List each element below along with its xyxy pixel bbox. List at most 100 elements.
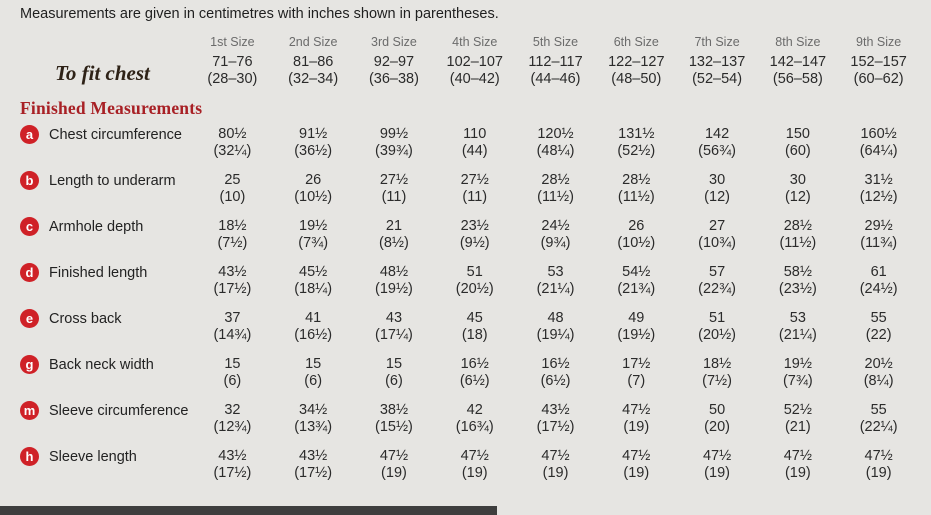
cm-value: 31½ <box>864 172 893 188</box>
measurement-cell: 132–137 (52–54) <box>677 54 758 88</box>
measurement-cell: 102–107 (40–42) <box>434 54 515 88</box>
inch-value: (19) <box>865 465 892 481</box>
cm-value: 120½ <box>537 126 574 142</box>
measurement-cell: 43 (17¼) <box>354 310 435 344</box>
measurement-name: Length to underarm <box>49 172 176 189</box>
measurement-cell: 99½ (39¾) <box>354 126 435 160</box>
size-column-header: 2nd Size <box>288 35 338 49</box>
cm-value: 57 <box>709 264 726 280</box>
inch-value: (22) <box>865 327 892 343</box>
inch-value: (22¾) <box>698 281 737 297</box>
measurement-cell: 142 (56¾) <box>677 126 758 160</box>
measurement-cell: 58½ (23½) <box>757 264 838 298</box>
measurement-name: Sleeve circumference <box>49 402 189 419</box>
inch-value: (12¾) <box>213 419 252 435</box>
inch-value: (36–38) <box>368 71 419 87</box>
measurement-row-e: e Cross back 37 (14¾) 41 (16½) 43 (17¼) 45 (18) 48… <box>0 309 931 344</box>
inch-value: (28–30) <box>207 71 258 87</box>
cm-value: 19½ <box>299 218 328 234</box>
cm-value: 43½ <box>218 264 247 280</box>
inch-value: (11½) <box>537 189 574 205</box>
cm-value: 47½ <box>702 448 732 464</box>
cm-value: 92–97 <box>373 54 415 70</box>
letter-badge-d: d <box>20 263 39 282</box>
inch-value: (11½) <box>779 235 817 251</box>
cm-value: 21 <box>385 218 403 234</box>
inch-value: (18) <box>461 327 488 343</box>
inch-value: (7¾) <box>298 235 329 251</box>
measurement-name: Back neck width <box>49 356 154 373</box>
row-label: m Sleeve circumference <box>0 401 192 420</box>
cm-value: 160½ <box>860 126 897 142</box>
measurement-cell: 45½ (18¼) <box>273 264 354 298</box>
measurement-row-d: d Finished length 43½ (17½) 45½ (18¼) 48½ (19½)… <box>0 263 931 298</box>
inch-value: (11) <box>462 189 488 205</box>
row-label: b Length to underarm <box>0 171 192 190</box>
inch-value: (11¾) <box>860 235 898 251</box>
inch-value: (7¾) <box>782 373 813 389</box>
inch-value: (21¼) <box>778 327 817 343</box>
measurement-cell: 50 (20) <box>677 402 758 436</box>
row-label: d Finished length <box>0 263 192 282</box>
inch-value: (10½) <box>294 189 333 205</box>
inch-value: (32¼) <box>213 143 252 159</box>
inch-value: (7½) <box>217 235 248 251</box>
size-column-header: 9th Size <box>856 35 902 49</box>
letter-badge-m: m <box>20 401 39 420</box>
cm-value: 142–147 <box>769 54 827 70</box>
inch-value: (7½) <box>702 373 732 389</box>
inch-value: (52–54) <box>692 71 743 87</box>
inch-value: (16¾) <box>455 419 494 435</box>
measurement-cell: 17½ (7) <box>596 356 677 390</box>
measurement-cell: 31½ (12½) <box>838 172 919 206</box>
inch-value: (19) <box>381 465 407 481</box>
cm-value: 15 <box>305 356 322 372</box>
measurement-name: Sleeve length <box>49 448 137 465</box>
inch-value: (32–34) <box>288 71 339 87</box>
measurement-values: 18½ (7½) 19½ (7¾) 21 (8½) 23½ (9½) 24½ (9¾) 26 (10½… <box>192 218 931 252</box>
bottom-dark-bar <box>0 506 497 515</box>
measurement-cell: 34½ (13¾) <box>273 402 354 436</box>
measurement-cell: 47½ (19) <box>354 448 435 482</box>
inch-value: (19) <box>623 419 650 435</box>
cm-value: 17½ <box>622 356 651 372</box>
inch-value: (9½) <box>459 235 490 251</box>
measurement-cell: 15 (6) <box>273 356 354 390</box>
inch-value: (12) <box>704 189 730 205</box>
measurement-cell: 15 (6) <box>192 356 273 390</box>
cm-value: 34½ <box>299 402 328 418</box>
measurement-cell: 27½ (11) <box>434 172 515 206</box>
measurement-cell: 47½ (19) <box>838 448 919 482</box>
measurement-name: Armhole depth <box>49 218 144 235</box>
size-header-cells: 1st Size 2nd Size 3rd Size 4th Size 5th Size… <box>192 35 931 49</box>
row-label: h Sleeve length <box>0 447 192 466</box>
to-fit-chest-cells: 71–76 (28–30) 81–86 (32–34) 92–97 (36–38) 102–… <box>192 54 931 88</box>
size-column-header: 8th Size <box>775 35 821 49</box>
cm-value: 27½ <box>379 172 409 188</box>
cm-value: 132–137 <box>688 54 746 70</box>
cm-value: 112–117 <box>528 54 583 70</box>
measurement-rows: a Chest circumference 80½ (32¼) 91½ (36½) 99½(… <box>0 125 931 482</box>
measurement-cell: 47½ (19) <box>434 448 515 482</box>
inch-value: (8¼) <box>863 373 894 389</box>
cm-value: 81–86 <box>293 54 334 70</box>
cm-value: 45 <box>466 310 483 326</box>
measurement-cell: 55 (22) <box>838 310 919 344</box>
cm-value: 45½ <box>299 264 328 280</box>
cm-value: 99½ <box>379 126 409 142</box>
cm-value: 150 <box>785 126 810 142</box>
measurement-cell: 21 (8½) <box>354 218 435 252</box>
measurement-cell: 38½ (15½) <box>354 402 435 436</box>
measurement-values: 37 (14¾) 41 (16½) 43 (17¼) 45 (18) 48 (19¼) 49 (19½… <box>192 310 931 344</box>
cm-value: 122–127 <box>608 54 665 70</box>
row-label: c Armhole depth <box>0 217 192 236</box>
cm-value: 49 <box>628 310 645 326</box>
inch-value: (15½) <box>375 419 413 435</box>
cm-value: 16½ <box>460 356 489 372</box>
cm-value: 53 <box>547 264 564 280</box>
inch-value: (22¼) <box>859 419 898 435</box>
letter-badge-c: c <box>20 217 39 236</box>
cm-value: 47½ <box>622 448 651 464</box>
cm-value: 43½ <box>299 448 328 464</box>
cm-value: 15 <box>385 356 403 372</box>
